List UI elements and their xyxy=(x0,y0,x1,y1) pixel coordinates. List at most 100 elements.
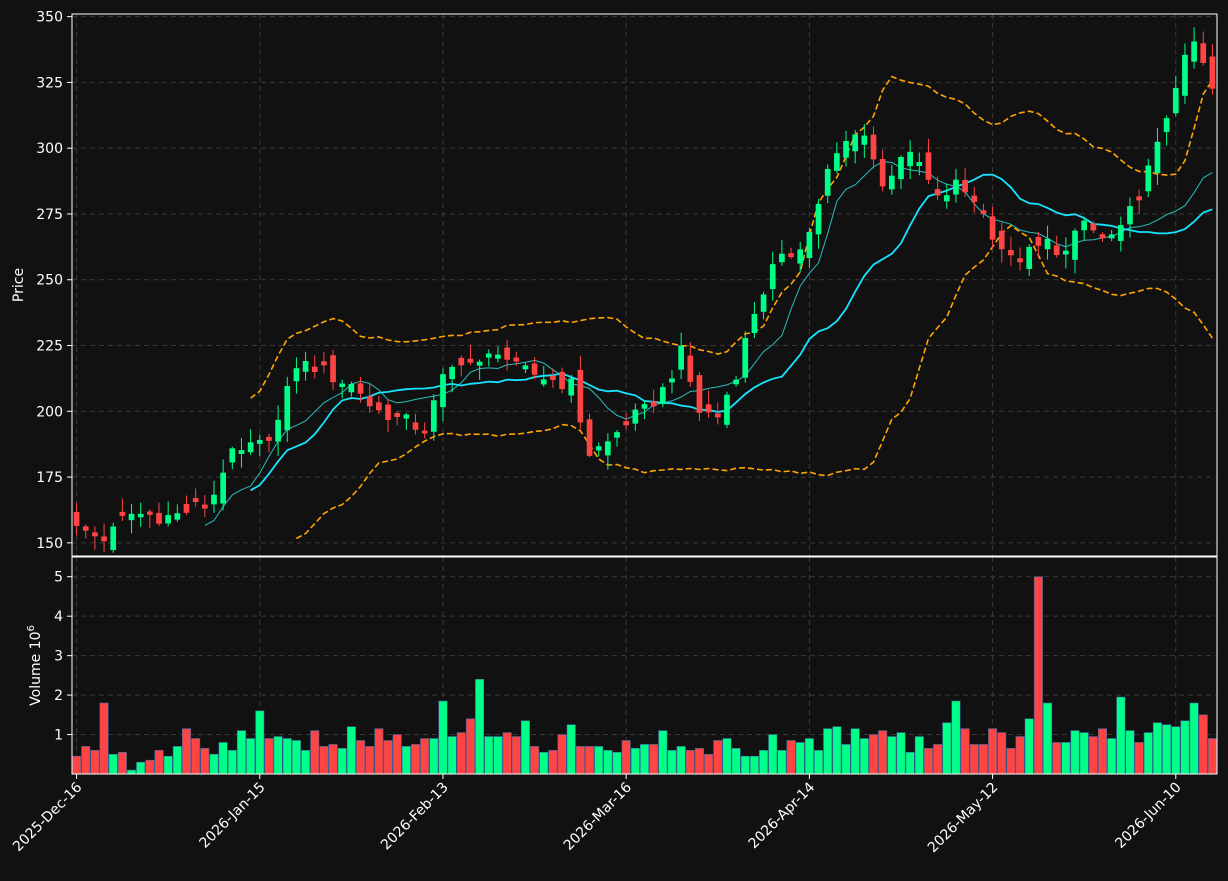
volume-bar xyxy=(759,750,769,774)
volume-bar xyxy=(960,728,970,774)
candle xyxy=(522,362,529,374)
candle xyxy=(110,522,117,553)
candle xyxy=(714,402,721,425)
price-tick-label: 350 xyxy=(36,10,63,26)
volume-bar xyxy=(630,748,640,774)
volume-bar xyxy=(649,744,659,774)
volume-bar xyxy=(566,724,576,774)
candle xyxy=(934,176,941,200)
candle xyxy=(1163,115,1170,146)
candle-body xyxy=(916,162,923,167)
candle xyxy=(449,364,455,393)
candle xyxy=(1072,228,1078,274)
volume-bar xyxy=(1015,736,1025,774)
candle xyxy=(742,331,749,383)
volume-bar xyxy=(612,751,622,774)
candle xyxy=(73,502,80,536)
candle-body xyxy=(834,153,840,171)
candle-body xyxy=(156,512,162,524)
candle-body xyxy=(385,404,391,421)
candle-body xyxy=(769,264,776,290)
volume-bar xyxy=(1180,720,1190,774)
candle xyxy=(696,372,703,422)
candle xyxy=(284,376,291,442)
candle xyxy=(321,352,327,374)
candle-body xyxy=(192,498,199,503)
moving-average-long xyxy=(250,173,1213,492)
candle xyxy=(275,405,281,456)
candle xyxy=(476,359,483,380)
candle-body xyxy=(1182,54,1188,96)
volume-bar xyxy=(511,736,521,774)
candle xyxy=(650,389,657,414)
candle xyxy=(568,374,575,403)
volume-axis-label-exponent: 6 xyxy=(26,625,37,631)
candle-body xyxy=(953,179,959,195)
x-tick-label: 2026-Feb-13 xyxy=(378,780,452,854)
volume-bar xyxy=(1143,732,1153,774)
candle-body xyxy=(330,355,336,383)
candle-body xyxy=(201,504,208,509)
candle-body xyxy=(879,158,886,187)
volume-bar xyxy=(978,744,988,774)
candle xyxy=(1090,221,1097,234)
candle-body xyxy=(110,526,117,551)
candle-body xyxy=(605,441,611,456)
candle xyxy=(1081,217,1088,241)
candle xyxy=(1117,216,1124,252)
candle xyxy=(907,140,913,180)
candle xyxy=(311,355,318,379)
candle xyxy=(357,376,364,403)
volume-bar xyxy=(1043,702,1053,774)
volume-bar xyxy=(410,744,421,774)
candle-body xyxy=(311,366,318,373)
candle-body xyxy=(925,152,932,180)
candle xyxy=(1044,225,1051,260)
candle xyxy=(861,123,868,158)
grid-lines xyxy=(72,14,1217,774)
volume-bar xyxy=(191,738,201,774)
volume-bar xyxy=(658,730,668,774)
candle-body xyxy=(943,195,950,202)
volume-bar xyxy=(337,748,347,774)
volume-bar xyxy=(255,710,265,774)
candle xyxy=(256,434,263,457)
candle xyxy=(1182,43,1188,104)
candle xyxy=(788,247,794,259)
candle-body xyxy=(403,414,410,419)
candle xyxy=(769,251,776,301)
volume-bar xyxy=(145,759,155,774)
price-tick-label: 275 xyxy=(36,207,63,223)
candle-body xyxy=(293,368,300,382)
candle-body xyxy=(1191,41,1197,62)
candle-body xyxy=(348,383,355,393)
volume-axis-label-text: Volume 10 xyxy=(28,632,44,706)
candle-body xyxy=(412,422,419,430)
volume-bar xyxy=(1171,726,1181,774)
volume-bar xyxy=(447,736,457,774)
candle xyxy=(412,413,419,435)
candle-body xyxy=(1108,234,1115,239)
candle-body xyxy=(980,210,987,214)
candle-body xyxy=(321,361,327,366)
volume-bar xyxy=(227,750,237,774)
candle xyxy=(366,383,373,413)
candle xyxy=(119,498,126,521)
volume-bar xyxy=(548,750,558,774)
volume-bar xyxy=(850,728,860,774)
volume-tick-label: 3 xyxy=(54,649,63,665)
candle xyxy=(916,152,923,176)
volume-bar xyxy=(676,746,686,774)
volume-bar xyxy=(823,728,833,774)
candle-body xyxy=(641,404,648,409)
candle-body xyxy=(998,230,1005,250)
price-tick-label: 200 xyxy=(36,404,63,420)
candle-body xyxy=(742,337,749,378)
candle-body xyxy=(1127,206,1133,225)
candle-body xyxy=(659,387,666,404)
candle-body xyxy=(632,409,639,424)
candle xyxy=(659,383,666,408)
candle-body xyxy=(669,378,675,383)
candle xyxy=(843,130,849,167)
candle xyxy=(458,355,465,377)
